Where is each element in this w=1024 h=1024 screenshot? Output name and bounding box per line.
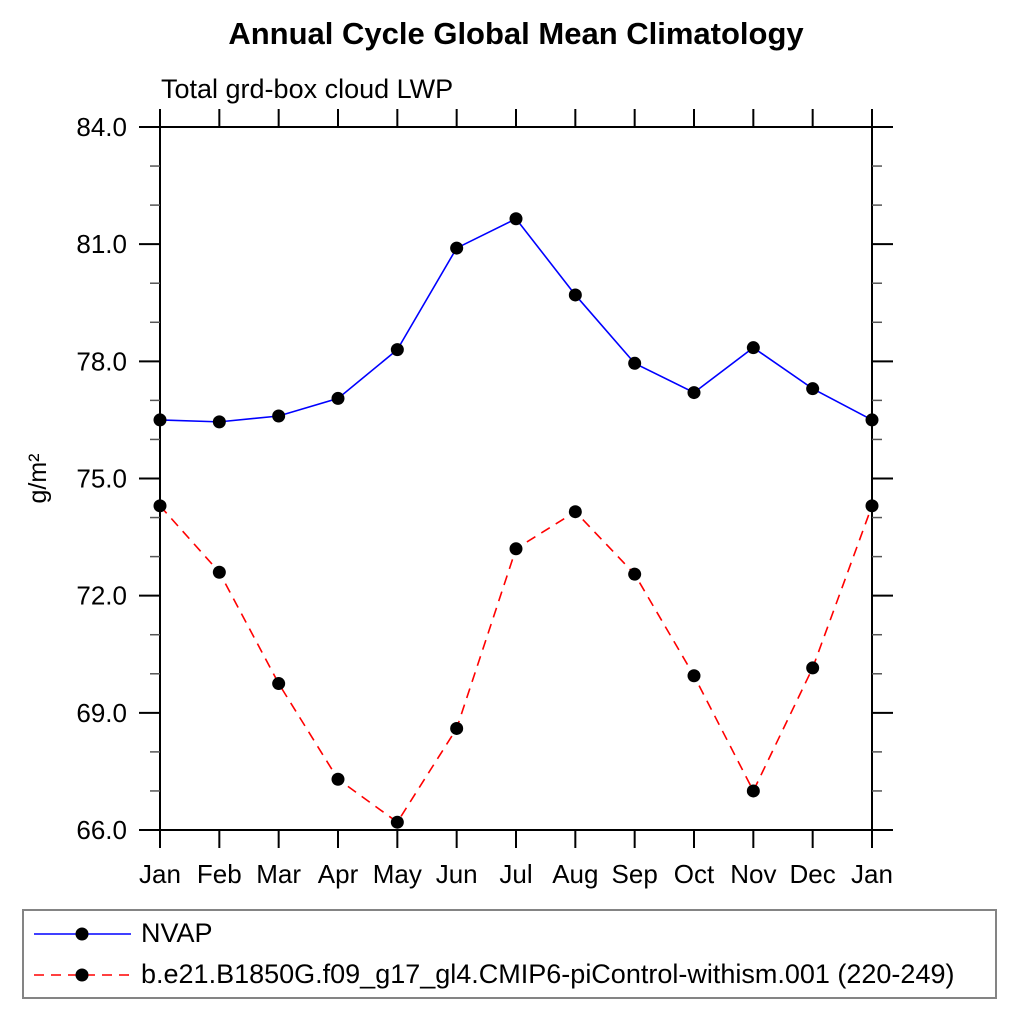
legend-item-model: b.e21.B1850G.f09_g17_gl4.CMIP6-piControl… [29, 956, 995, 994]
legend-label-model: b.e21.B1850G.f09_g17_gl4.CMIP6-piControl… [141, 959, 955, 989]
legend-line-sample-solid [34, 927, 131, 940]
data-point-s1-12 [865, 499, 879, 513]
legend-item-nvap: NVAP [29, 915, 995, 953]
data-point-s0-10 [746, 341, 760, 355]
data-point-s0-2 [272, 409, 286, 423]
data-point-s1-10 [746, 784, 760, 798]
data-point-s1-7 [568, 505, 582, 519]
y-tick-label: 66.0 [76, 815, 127, 845]
data-point-s0-12 [865, 413, 879, 427]
data-point-s1-8 [628, 567, 642, 581]
data-point-s1-3 [331, 772, 345, 786]
data-point-s0-8 [628, 356, 642, 370]
series-line-0 [159, 217, 873, 423]
data-point-s1-9 [687, 669, 701, 683]
data-point-s1-4 [390, 815, 404, 829]
x-tick-label: Sep [612, 859, 658, 889]
legend-marker-icon [75, 927, 89, 940]
x-tick-label: Apr [318, 859, 359, 889]
data-point-s0-5 [450, 241, 464, 255]
data-point-s1-1 [212, 565, 226, 579]
data-point-s1-6 [509, 542, 523, 556]
y-axis-label: g/m² [24, 454, 52, 504]
y-tick-label: 72.0 [76, 581, 127, 611]
y-tick-label: 69.0 [76, 698, 127, 728]
data-point-s0-0 [153, 413, 167, 427]
chart-title: Annual Cycle Global Mean Climatology [228, 16, 804, 51]
data-point-s0-3 [331, 391, 345, 405]
data-point-s0-1 [212, 415, 226, 429]
y-tick-label: 75.0 [76, 464, 127, 494]
x-tick-label: Nov [730, 859, 776, 889]
axis-frame [159, 126, 873, 831]
y-tick-label: 81.0 [76, 229, 127, 259]
x-tick-label: Jul [499, 859, 532, 889]
data-point-s0-6 [509, 212, 523, 226]
x-tick-label: Jan [139, 859, 181, 889]
data-point-s0-4 [390, 343, 404, 357]
data-point-s1-2 [272, 677, 286, 691]
legend: NVAP b.e21.B1850G.f09_g17_gl4.CMIP6-piCo… [22, 909, 997, 999]
data-point-s0-9 [687, 386, 701, 400]
x-tick-label: Mar [256, 859, 301, 889]
legend-line-sample-dashed [34, 968, 131, 981]
y-tick-label: 78.0 [76, 346, 127, 376]
data-point-s0-7 [568, 288, 582, 302]
x-tick-label: Oct [674, 859, 715, 889]
x-tick-label: Jun [436, 859, 478, 889]
chart-subtitle: Total grd-box cloud LWP [161, 74, 454, 104]
x-tick-label: May [373, 859, 422, 889]
legend-marker-icon [75, 968, 89, 981]
data-point-s0-11 [806, 382, 820, 396]
x-tick-label: Aug [552, 859, 598, 889]
data-point-s1-0 [153, 499, 167, 513]
x-tick-label: Jan [851, 859, 893, 889]
x-tick-label: Feb [197, 859, 242, 889]
x-tick-label: Dec [790, 859, 836, 889]
data-point-s1-11 [806, 661, 820, 675]
data-point-s1-5 [450, 721, 464, 735]
y-tick-label: 84.0 [76, 112, 127, 142]
legend-label-nvap: NVAP [141, 918, 213, 948]
